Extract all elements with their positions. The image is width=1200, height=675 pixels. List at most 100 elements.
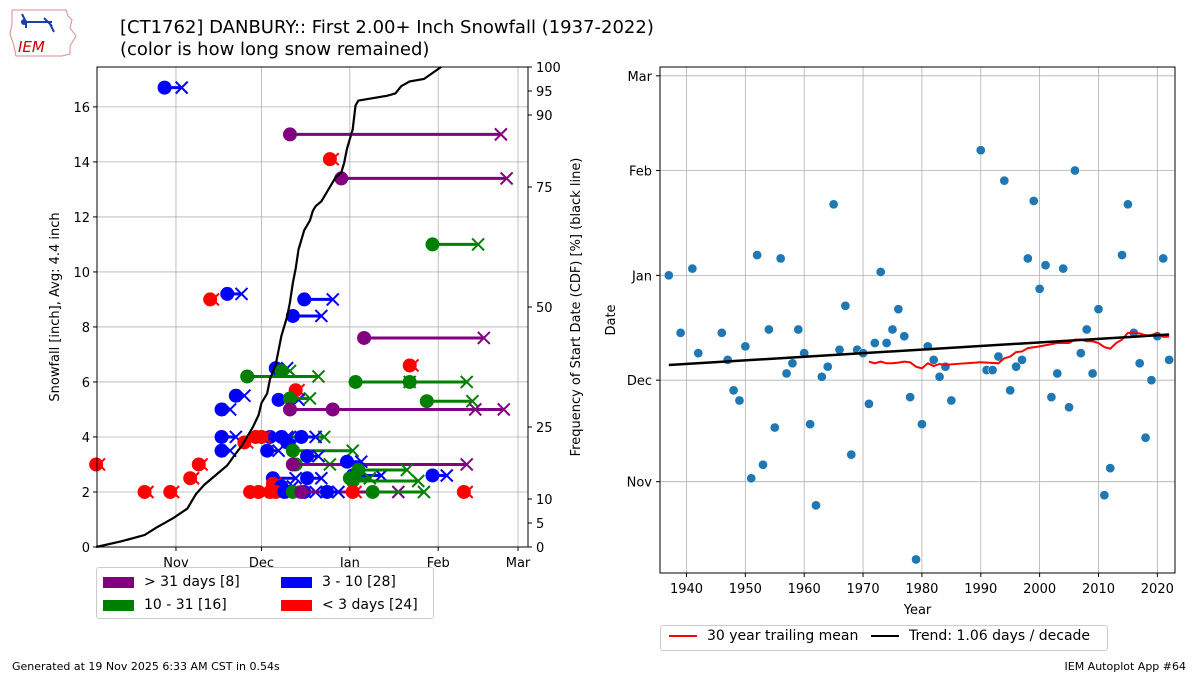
y-tick-label: 10	[73, 266, 90, 281]
legend-label-trailing-mean: 30 year trailing mean	[707, 628, 859, 644]
y-tick-label: Mar	[627, 70, 652, 85]
end-marker	[331, 485, 346, 499]
year-point	[1099, 490, 1110, 501]
first-snowfall-date-chart: 1940 1950 1960 1970 1980 1990 2000 2010 2020 Nov D…	[604, 66, 1176, 618]
start-marker	[294, 429, 309, 444]
x-tick-label: Dec	[249, 556, 274, 570]
year-point	[934, 371, 945, 382]
start-marker	[402, 374, 417, 389]
trend-line	[668, 333, 1170, 367]
start-marker	[320, 484, 335, 499]
legend-label-3-10: 3 - 10 [28]	[322, 574, 396, 590]
x-tick-label: Feb	[427, 556, 450, 570]
year-point	[752, 250, 762, 260]
legend-item-3-10: 3 - 10 [28]	[281, 571, 396, 593]
year-point	[917, 419, 927, 430]
end-marker	[234, 287, 249, 301]
year-point	[1164, 355, 1174, 365]
end-marker	[497, 402, 511, 417]
year-point	[864, 399, 874, 409]
year-point	[881, 338, 892, 348]
legend-swatch-gt31	[103, 576, 134, 588]
legend-swatch-3-10	[281, 576, 312, 588]
y-tick-label: Dec	[627, 374, 652, 389]
year-point	[1005, 385, 1016, 396]
year-point	[887, 324, 898, 335]
year-point	[1093, 304, 1104, 315]
start-marker	[254, 429, 269, 444]
start-marker	[271, 392, 286, 407]
y-tick-label: Nov	[627, 476, 653, 491]
start-marker	[183, 471, 198, 486]
start-marker	[322, 152, 337, 167]
year-point	[728, 385, 739, 396]
y-tick-label: 14	[73, 156, 90, 171]
start-marker	[251, 484, 266, 499]
chart-title: [CT1762] DANBURY:: First 2.00+ Inch Snow…	[120, 17, 654, 61]
year-point	[975, 145, 986, 156]
start-marker	[348, 374, 363, 389]
start-marker	[214, 429, 229, 444]
x-tick-label: Jan	[339, 556, 360, 570]
y2-axis-label: Frequency of Start Date (CDF) [%] (black…	[569, 158, 584, 457]
legend-swatch-10-31	[103, 599, 134, 611]
start-marker	[203, 292, 218, 307]
year-point	[1058, 263, 1069, 274]
start-marker	[220, 286, 235, 301]
legend-item-trend: Trend: 1.06 days / decade	[871, 628, 1090, 644]
year-point	[740, 341, 751, 352]
end-marker	[417, 485, 431, 499]
end-marker	[311, 449, 326, 463]
trailing-mean-line	[868, 331, 1170, 370]
end-marker	[400, 463, 414, 477]
x-tick-label: 1950	[729, 582, 762, 597]
start-marker	[89, 457, 104, 472]
y2-tick-label: 0	[536, 541, 544, 556]
grid	[660, 67, 1175, 573]
y-axis-label: Date	[604, 304, 619, 335]
x-tick-label: 2010	[1082, 582, 1115, 597]
year-point	[828, 199, 839, 210]
year-point	[1146, 375, 1157, 386]
snowfall-duration-chart: Nov Dec Jan Feb Mar 0 2 4 6 8 10 12 14 16 0 5 10 25 50 75 90…	[48, 61, 584, 570]
x-tick-label: Nov	[163, 556, 189, 570]
trend-legend: 30 year trailing mean Trend: 1.06 days /…	[660, 625, 1108, 651]
year-point	[1028, 196, 1039, 206]
y2-tick-label: 100	[536, 61, 561, 76]
end-marker	[471, 237, 485, 252]
end-marker	[460, 457, 474, 472]
y-tick-label: 6	[82, 376, 90, 391]
start-marker	[425, 237, 440, 252]
year-point	[869, 338, 880, 348]
year-point	[999, 175, 1010, 186]
legend-item-lt3: < 3 days [24]	[281, 594, 418, 616]
generated-timestamp: Generated at 19 Nov 2025 6:33 AM CST in …	[12, 660, 280, 673]
year-point	[893, 304, 904, 315]
year-point	[1052, 368, 1063, 379]
start-marker	[157, 80, 172, 95]
start-marker	[297, 292, 312, 307]
x-tick-label: Mar	[506, 556, 531, 570]
legend-label-lt3: < 3 days [24]	[322, 597, 418, 613]
y-tick-label: 8	[82, 321, 90, 336]
end-marker	[311, 369, 326, 384]
start-marker	[163, 484, 178, 499]
start-marker	[285, 457, 300, 472]
end-marker	[494, 127, 508, 142]
y2-tick-label: 5	[536, 517, 544, 532]
events	[89, 80, 514, 499]
start-marker	[285, 443, 300, 458]
end-marker	[326, 292, 340, 307]
year-point	[764, 324, 774, 335]
y-tick-label: 16	[73, 101, 90, 116]
end-marker	[465, 394, 480, 408]
x-tick-label: 2000	[1023, 582, 1056, 597]
end-marker	[174, 80, 189, 95]
year-point	[781, 368, 792, 379]
year-point	[840, 300, 851, 311]
y2-tick-label: 10	[536, 493, 553, 508]
year-point	[1123, 199, 1133, 210]
year-point	[1011, 361, 1021, 372]
x-tick-label: 1960	[788, 582, 821, 597]
svg-text:IEM: IEM	[18, 38, 45, 56]
